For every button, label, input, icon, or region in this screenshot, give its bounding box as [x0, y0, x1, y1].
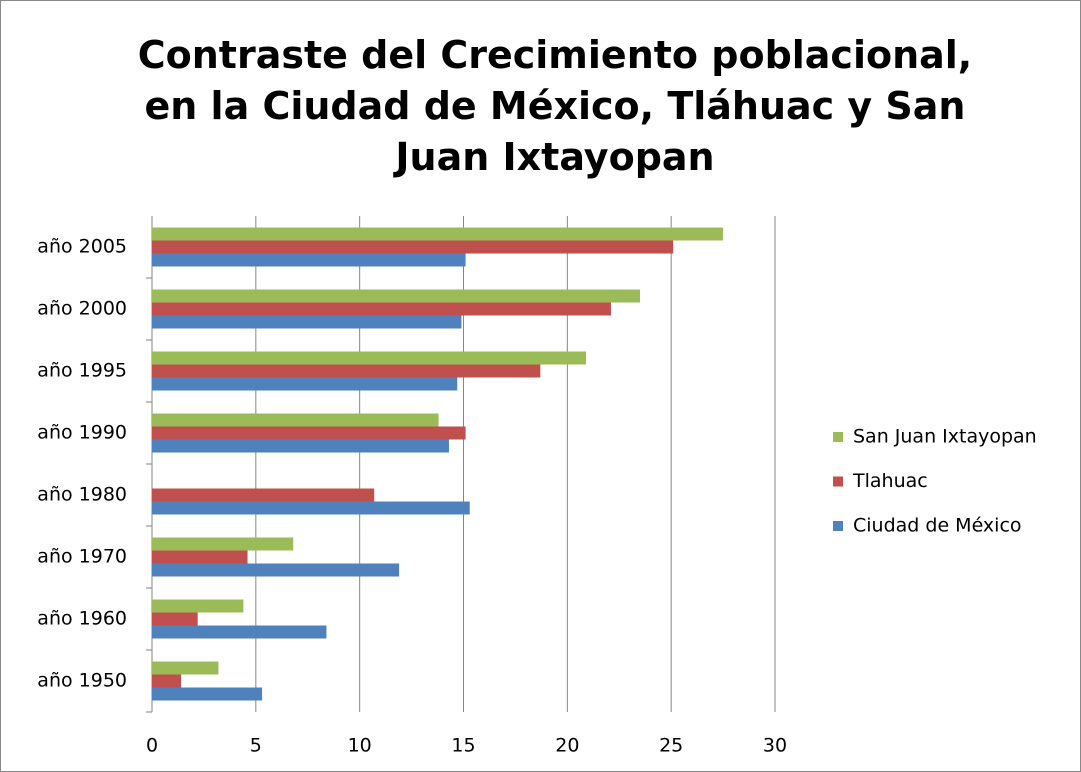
legend-swatch: [833, 521, 843, 531]
bar: [152, 377, 458, 391]
bar: [152, 537, 294, 551]
bar: [152, 550, 248, 564]
legend-label: Tlahuac: [852, 470, 928, 492]
y-tick-label: año 1950: [37, 670, 127, 692]
legend-label: San Juan Ixtayopan: [853, 426, 1037, 448]
y-tick-label: año 2000: [37, 298, 127, 320]
bar: [152, 302, 611, 316]
y-tick-label: año 1990: [37, 422, 127, 444]
bar: [152, 488, 375, 502]
y-tick-label: año 1995: [37, 360, 127, 382]
bar: [152, 599, 244, 613]
bar: [152, 253, 466, 267]
x-tick-label: 15: [451, 735, 475, 757]
bar: [152, 240, 674, 254]
bar: [152, 227, 724, 241]
bar: [152, 612, 198, 626]
x-tick-label: 0: [146, 735, 158, 757]
y-tick-label: año 2005: [37, 236, 127, 258]
x-tick-label: 20: [555, 735, 579, 757]
bar: [152, 439, 449, 453]
bar: [152, 413, 439, 427]
y-tick-label: año 1960: [37, 608, 127, 630]
bar: [152, 674, 182, 688]
x-tick-label: 10: [348, 735, 372, 757]
bar: [152, 364, 541, 378]
x-tick-label: 25: [659, 735, 683, 757]
bar: [152, 426, 466, 440]
legend-label: Ciudad de México: [853, 515, 1022, 537]
bar: [152, 625, 327, 639]
legend-swatch: [833, 432, 843, 442]
bar: [152, 661, 219, 675]
bar: [152, 563, 400, 577]
chart-title: Contraste del Crecimiento poblacional, e…: [137, 33, 973, 179]
x-tick-label: 5: [250, 735, 262, 757]
bar: [152, 289, 641, 303]
y-tick-label: año 1970: [37, 546, 127, 568]
x-tick-label: 30: [763, 735, 787, 757]
y-tick-label: año 1980: [37, 484, 127, 506]
bar: [152, 501, 470, 515]
bar: [152, 351, 587, 365]
bar: [152, 315, 462, 329]
legend-swatch: [833, 476, 843, 487]
bar: [152, 687, 263, 701]
